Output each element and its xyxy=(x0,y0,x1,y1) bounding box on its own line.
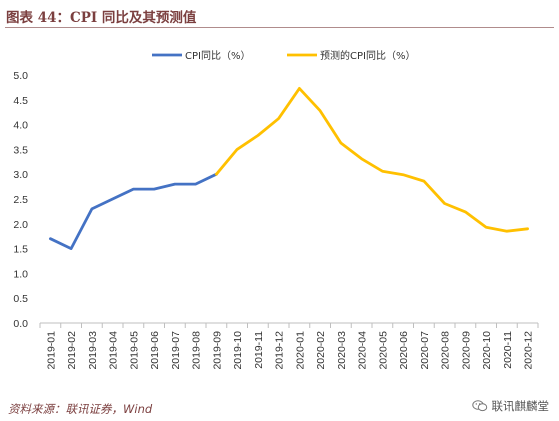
y-tick-label: 2.5 xyxy=(13,194,28,206)
x-tick-label: 2020-08 xyxy=(440,331,452,370)
x-tick-label: 2020-03 xyxy=(336,331,348,370)
y-tick-label: 4.5 xyxy=(13,95,28,107)
x-tick-label: 2019-05 xyxy=(128,331,140,370)
legend-label-actual: CPI同比（%） xyxy=(185,50,250,62)
source-note: 资料来源：联讯证券，Wind xyxy=(8,402,153,416)
figure-title: 图表 44：CPI 同比及其预测值 xyxy=(6,10,197,26)
watermark: 联讯麒麟堂 xyxy=(471,398,550,414)
title-divider xyxy=(5,27,554,28)
x-tick-label: 2019-04 xyxy=(108,331,120,370)
y-tick-label: 2.0 xyxy=(13,219,28,231)
x-axis: 2019-01 2019-02 2019-03 2019-04 2019-05 2019-… xyxy=(39,322,539,370)
legend-label-forecast: 预测的CPI同比（%） xyxy=(320,49,415,62)
x-tick-label: 2020-06 xyxy=(398,331,410,370)
y-tick-label: 3.0 xyxy=(13,169,28,181)
x-tick-label: 2019-03 xyxy=(87,331,99,370)
series-lines xyxy=(49,87,529,251)
chart-legend: CPI同比（%） 预测的CPI同比（%） xyxy=(152,49,415,62)
y-axis: 0.0 0.5 1.0 1.5 2.0 2.5 3.0 3.5 4.0 4.5 5.0 xyxy=(13,70,28,330)
x-tick-label: 2020-05 xyxy=(377,331,389,370)
y-tick-label: 0.5 xyxy=(13,293,28,305)
x-tick-label: 2020-02 xyxy=(315,331,327,370)
y-tick-label: 4.0 xyxy=(13,120,28,132)
x-tick-label: 2020-04 xyxy=(357,331,369,370)
x-tick-label: 2020-11 xyxy=(502,331,514,369)
x-tick-label: 2019-08 xyxy=(191,331,203,370)
x-tick-label: 2019-11 xyxy=(253,331,265,369)
x-tick-label: 2019-02 xyxy=(66,331,78,370)
y-tick-label: 0.0 xyxy=(13,318,28,330)
y-tick-label: 3.5 xyxy=(13,144,28,156)
x-tick-label: 2020-01 xyxy=(294,331,306,370)
y-tick-label: 5.0 xyxy=(13,70,28,82)
x-tick-label: 2019-10 xyxy=(232,331,244,370)
x-tick-label: 2020-09 xyxy=(460,331,472,370)
x-tick-label: 2020-12 xyxy=(523,331,535,370)
y-tick-label: 1.0 xyxy=(13,268,28,280)
x-tick-label: 2019-09 xyxy=(211,331,223,370)
x-tick-label: 2019-01 xyxy=(45,331,57,370)
cpi-line-chart: CPI同比（%） 预测的CPI同比（%） 0.0 0.5 1.0 1.5 2.0 2.5 3.… xyxy=(13,49,539,370)
x-tick-label: 2020-10 xyxy=(481,331,493,370)
series-line-forecast xyxy=(214,87,529,233)
series-line-actual xyxy=(49,172,218,251)
x-tick-label: 2019-06 xyxy=(149,331,161,370)
x-tick-label: 2020-07 xyxy=(419,331,431,370)
y-tick-label: 1.5 xyxy=(13,244,28,256)
x-tick-label: 2019-12 xyxy=(274,331,286,370)
watermark-text: 联讯麒麟堂 xyxy=(491,399,550,413)
x-tick-label: 2019-07 xyxy=(170,331,182,370)
wechat-icon xyxy=(471,400,487,412)
